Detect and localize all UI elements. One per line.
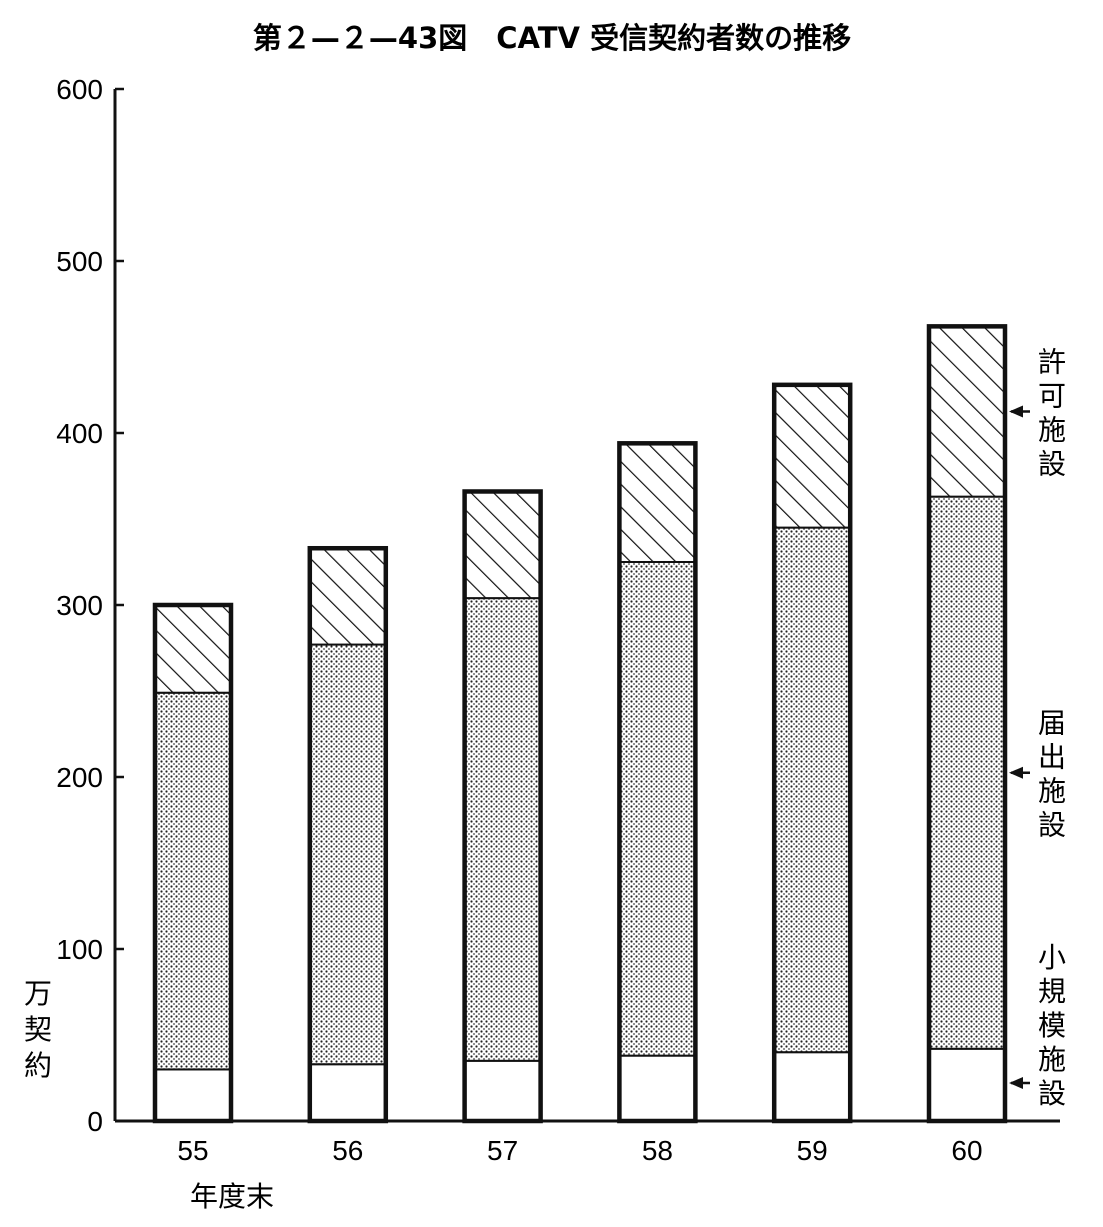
x-tick-label: 55	[177, 1135, 208, 1166]
arrow-left-icon	[1009, 766, 1023, 779]
bar-segment-59-3	[773, 383, 852, 529]
x-tick-label: 56	[332, 1135, 363, 1166]
y-axis-label-text: 万契約	[24, 977, 52, 1082]
series-label-2: 届出施設	[1009, 707, 1066, 842]
bar-outline-60	[926, 324, 1008, 1124]
bar-outline-55	[152, 602, 234, 1124]
bar-segment-55-3	[154, 604, 232, 694]
bar-segment-55-1	[154, 1068, 232, 1123]
x-tick-label: 57	[487, 1135, 518, 1166]
series-label-text: 許可施設	[1038, 346, 1066, 481]
bar-segment-59-2	[773, 526, 852, 1054]
bar-segment-55-2	[154, 691, 232, 1071]
bar-segment-56-2	[308, 643, 387, 1066]
bar-outline-58	[617, 441, 698, 1124]
y-tick-label: 500	[56, 246, 103, 277]
y-tick-label: 300	[56, 590, 103, 621]
bar-segment-60-2	[928, 495, 1006, 1050]
y-tick-label: 100	[56, 934, 103, 965]
x-tick-labels: 55 56 57 58 59 60	[177, 1135, 982, 1166]
bar-segment-60-1	[928, 1047, 1006, 1123]
bar-segment-57-2	[463, 597, 542, 1062]
y-tick-label: 600	[56, 74, 103, 105]
arrow-left-icon	[1009, 405, 1023, 418]
series-label-text: 届出施設	[1038, 707, 1066, 842]
bar-outline-59	[771, 382, 853, 1124]
bar-segment-57-3	[463, 490, 542, 600]
bars	[152, 324, 1008, 1124]
series-labels: 小規模施設 届出施設 許可施設	[1009, 346, 1066, 1110]
x-tick-label: 59	[797, 1135, 828, 1166]
bar-outline-56	[307, 545, 389, 1124]
arrow-left-icon	[1009, 1077, 1023, 1089]
x-axis-label: 年度末	[190, 1180, 274, 1213]
bar-segment-58-1	[618, 1054, 697, 1123]
bar-segment-56-3	[308, 547, 387, 646]
bar-segment-60-3	[928, 325, 1006, 498]
x-tick-label: 60	[951, 1135, 982, 1166]
series-label-text: 小規模施設	[1038, 941, 1066, 1110]
bar-segment-59-1	[773, 1051, 852, 1122]
y-tick-label: 200	[56, 762, 103, 793]
chart-title: 第２—２—43図 CATV 受信契約者数の推移	[253, 21, 851, 55]
bar-segment-57-1	[463, 1059, 542, 1123]
x-tick-label: 58	[642, 1135, 673, 1166]
bar-segment-58-2	[618, 561, 697, 1057]
series-label-3: 許可施設	[1009, 346, 1066, 481]
series-label-1: 小規模施設	[1009, 941, 1066, 1110]
y-axis-label: 万契約	[24, 977, 52, 1082]
bar-segment-56-1	[308, 1063, 387, 1122]
y-tick-label: 400	[56, 418, 103, 449]
bar-outline-57	[462, 489, 543, 1124]
bar-segment-58-3	[618, 442, 697, 564]
y-tick-label: 0	[87, 1106, 103, 1137]
axes: 0 100 200 300 400 500 600	[56, 74, 1060, 1137]
